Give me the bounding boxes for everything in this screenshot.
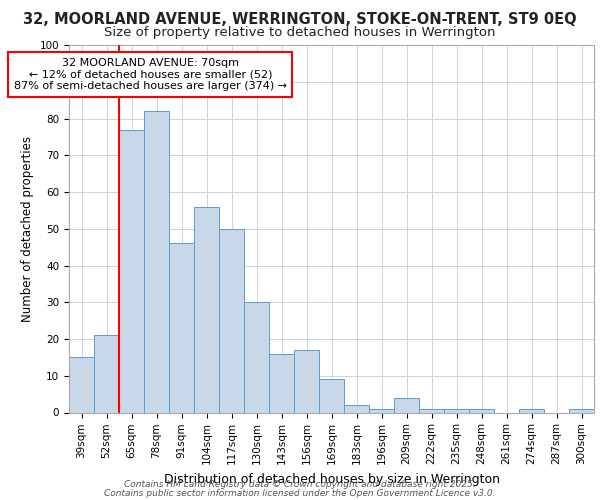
Bar [169,244,194,412]
Text: Contains HM Land Registry data © Crown copyright and database right 2025.: Contains HM Land Registry data © Crown c… [124,480,476,489]
Bar [319,380,344,412]
Text: 32 MOORLAND AVENUE: 70sqm
← 12% of detached houses are smaller (52)
87% of semi-: 32 MOORLAND AVENUE: 70sqm ← 12% of detac… [14,58,287,91]
Bar [269,354,294,412]
Bar [194,206,219,412]
Bar [444,409,469,412]
Bar [69,358,94,412]
Bar [119,130,144,412]
Bar [144,111,169,412]
Bar [294,350,319,412]
Bar [469,409,494,412]
Bar [219,229,244,412]
Bar [94,336,119,412]
Y-axis label: Number of detached properties: Number of detached properties [21,136,34,322]
Bar [569,409,594,412]
Bar [519,409,544,412]
Text: 32, MOORLAND AVENUE, WERRINGTON, STOKE-ON-TRENT, ST9 0EQ: 32, MOORLAND AVENUE, WERRINGTON, STOKE-O… [23,12,577,26]
Text: Contains public sector information licensed under the Open Government Licence v3: Contains public sector information licen… [104,489,496,498]
X-axis label: Distribution of detached houses by size in Werrington: Distribution of detached houses by size … [163,472,499,486]
Bar [394,398,419,412]
Bar [344,405,369,412]
Bar [369,409,394,412]
Bar [244,302,269,412]
Bar [419,409,444,412]
Text: Size of property relative to detached houses in Werrington: Size of property relative to detached ho… [104,26,496,39]
